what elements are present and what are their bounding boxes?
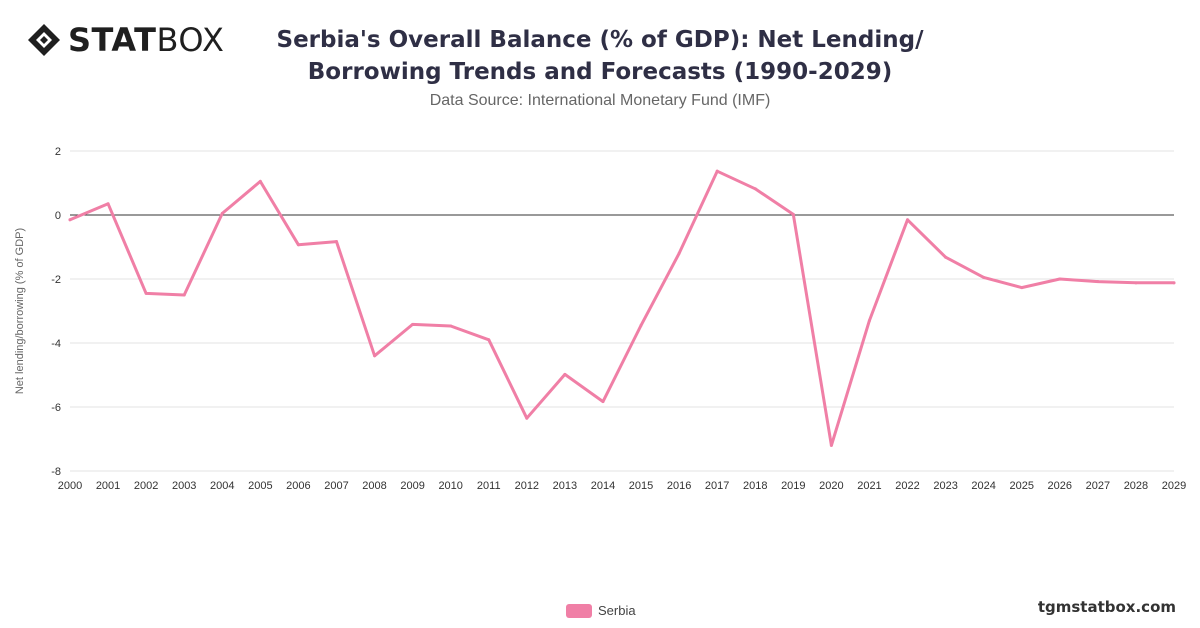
x-tick-label: 2023 — [933, 480, 957, 492]
x-tick-label: 2027 — [1086, 480, 1110, 492]
data-point — [220, 211, 224, 215]
data-point — [753, 187, 757, 191]
x-tick-label: 2019 — [781, 480, 805, 492]
data-point — [68, 218, 72, 222]
brand-name: STATBOX — [68, 22, 224, 58]
x-tick-label: 2014 — [591, 480, 615, 492]
data-point — [867, 319, 871, 323]
x-tick-label: 2012 — [515, 480, 539, 492]
x-tick-label: 2021 — [857, 480, 881, 492]
data-point — [449, 324, 453, 328]
data-point — [487, 338, 491, 342]
x-tick-label: 2010 — [438, 480, 462, 492]
data-point — [334, 240, 338, 244]
x-tick-label: 2007 — [324, 480, 348, 492]
data-point — [144, 291, 148, 295]
x-tick-label: 2005 — [248, 480, 272, 492]
brand-name-bold: STAT — [68, 21, 157, 59]
data-point — [944, 255, 948, 259]
data-point — [1096, 280, 1100, 284]
x-tick-label: 2029 — [1162, 480, 1186, 492]
chart-legend[interactable]: Serbia — [566, 603, 636, 618]
chart-subtitle: Data Source: International Monetary Fund… — [429, 92, 771, 109]
data-point — [106, 202, 110, 206]
x-tick-label: 2001 — [96, 480, 120, 492]
y-tick-label: -6 — [51, 402, 61, 414]
x-tick-label: 2000 — [58, 480, 82, 492]
data-point — [563, 372, 567, 376]
chart-title: Serbia's Overall Balance (% of GDP): Net… — [276, 27, 924, 85]
x-tick-label: 2006 — [286, 480, 310, 492]
data-point — [982, 275, 986, 279]
source-website: tgmstatbox.com — [1037, 598, 1176, 616]
data-point — [906, 218, 910, 222]
y-tick-label: -8 — [51, 466, 61, 478]
x-tick-label: 2009 — [400, 480, 424, 492]
x-tick-label: 2026 — [1048, 480, 1072, 492]
brand-logo: STATBOX — [26, 22, 224, 58]
legend-swatch — [566, 603, 592, 618]
diamond-logo-icon — [28, 24, 60, 56]
x-tick-label: 2008 — [362, 480, 386, 492]
data-point — [525, 416, 529, 420]
x-tick-label: 2011 — [477, 480, 501, 492]
x-tick-label: 2018 — [743, 480, 767, 492]
x-tick-label: 2015 — [629, 480, 653, 492]
data-point — [1172, 281, 1176, 285]
data-point — [1134, 281, 1138, 285]
y-axis-label: Net lending/borrowing (% of GDP) — [14, 227, 26, 395]
x-tick-label: 2028 — [1124, 480, 1148, 492]
legend-label-serbia: Serbia — [598, 603, 636, 618]
data-point — [677, 251, 681, 255]
x-tick-label: 2004 — [210, 480, 234, 492]
data-point — [296, 243, 300, 247]
data-point — [715, 169, 719, 173]
data-point — [258, 179, 262, 183]
data-point — [639, 323, 643, 327]
data-point — [829, 443, 833, 447]
x-tick-label: 2020 — [819, 480, 843, 492]
y-tick-label: -4 — [51, 338, 61, 350]
data-point — [601, 400, 605, 404]
x-tick-label: 2002 — [134, 480, 158, 492]
x-tick-label: 2016 — [667, 480, 691, 492]
series-line-serbia — [68, 169, 1176, 447]
brand-name-light: BOX — [156, 21, 225, 59]
x-tick-label: 2022 — [895, 480, 919, 492]
x-tick-label: 2024 — [971, 480, 995, 492]
y-tick-label: -2 — [51, 274, 61, 286]
data-point — [1020, 286, 1024, 290]
data-point — [1058, 277, 1062, 281]
x-tick-label: 2013 — [553, 480, 577, 492]
data-point — [373, 354, 377, 358]
x-tick-label: 2017 — [705, 480, 729, 492]
y-tick-label: 0 — [55, 210, 61, 222]
data-point — [411, 322, 415, 326]
data-point — [182, 293, 186, 297]
x-tick-label: 2003 — [172, 480, 196, 492]
data-point — [791, 212, 795, 216]
y-tick-label: 2 — [55, 146, 61, 158]
x-tick-label: 2025 — [1009, 480, 1033, 492]
